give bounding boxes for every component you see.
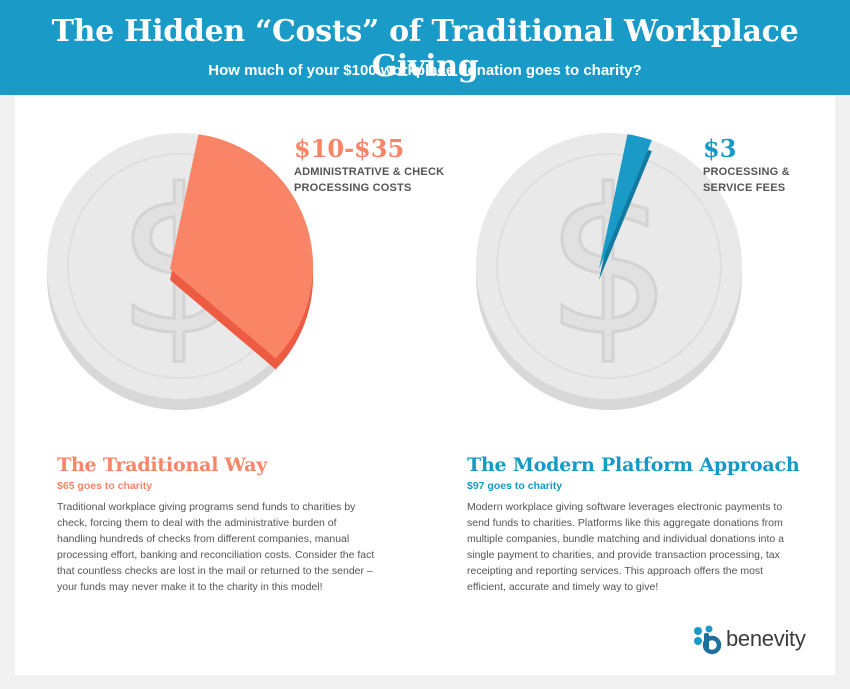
modern-body-line: single payment to charities, and provide… bbox=[467, 549, 780, 561]
traditional-coin-pie: $ bbox=[47, 133, 313, 410]
traditional-body-line: that countless checks are lost in the ma… bbox=[57, 565, 373, 577]
benevity-logo-icon bbox=[694, 625, 722, 655]
traditional-body-line: your funds may never make it to the char… bbox=[57, 581, 323, 593]
modern-cost-amount: $3 bbox=[703, 134, 737, 163]
modern-cost-label-line1: PROCESSING & bbox=[703, 166, 790, 178]
traditional-cost-amount: $10-$35 bbox=[294, 134, 405, 163]
traditional-body-line: processing effort, banking and reconcili… bbox=[57, 549, 375, 561]
modern-cost-label-line2: SERVICE FEES bbox=[703, 182, 786, 194]
traditional-body-line: handling hundreds of checks from differe… bbox=[57, 533, 350, 545]
slice-shadow bbox=[599, 145, 652, 280]
modern-body-line: multiple companies, bundle matching and … bbox=[467, 533, 784, 545]
dollar-sign-icon: $ bbox=[545, 147, 672, 380]
traditional-body: Traditional workplace giving programs se… bbox=[57, 499, 437, 595]
modern-title: The Modern Platform Approach bbox=[467, 454, 800, 476]
header-banner: The Hidden “Costs” of Traditional Workpl… bbox=[0, 0, 850, 95]
modern-body-line: efficient, accurate and timely way to gi… bbox=[467, 581, 659, 593]
cost-slice bbox=[170, 134, 313, 359]
traditional-cost-label: ADMINISTRATIVE & CHECK PROCESSING COSTS bbox=[294, 164, 444, 196]
page-subtitle: How much of your $100 workplace donation… bbox=[208, 62, 642, 79]
modern-body-line: send funds to charities. Platforms like … bbox=[467, 517, 783, 529]
benevity-wordmark: benevity bbox=[726, 626, 806, 651]
cost-slice bbox=[599, 134, 652, 269]
traditional-cost-label-line1: ADMINISTRATIVE & CHECK bbox=[294, 166, 445, 178]
modern-body-line: Modern workplace giving software leverag… bbox=[467, 501, 783, 513]
traditional-title: The Traditional Way bbox=[57, 454, 268, 476]
modern-cost-label: PROCESSING & SERVICE FEES bbox=[703, 164, 790, 196]
traditional-subtitle: $65 goes to charity bbox=[57, 480, 153, 492]
modern-body-line: receipting and reporting services. This … bbox=[467, 565, 764, 577]
traditional-cost-label-line2: PROCESSING COSTS bbox=[294, 182, 412, 194]
modern-coin-pie: $ bbox=[476, 133, 742, 410]
modern-subtitle: $97 goes to charity bbox=[467, 480, 563, 492]
benevity-logo: benevity bbox=[692, 622, 806, 656]
coin-inner-ring bbox=[496, 153, 722, 379]
coin-face bbox=[476, 133, 742, 399]
modern-body: Modern workplace giving software leverag… bbox=[467, 499, 847, 595]
traditional-body-line: check, forcing them to deal with the adm… bbox=[57, 517, 337, 529]
page-title: The Hidden “Costs” of Traditional Workpl… bbox=[51, 14, 799, 84]
traditional-body-line: Traditional workplace giving programs se… bbox=[57, 501, 356, 513]
